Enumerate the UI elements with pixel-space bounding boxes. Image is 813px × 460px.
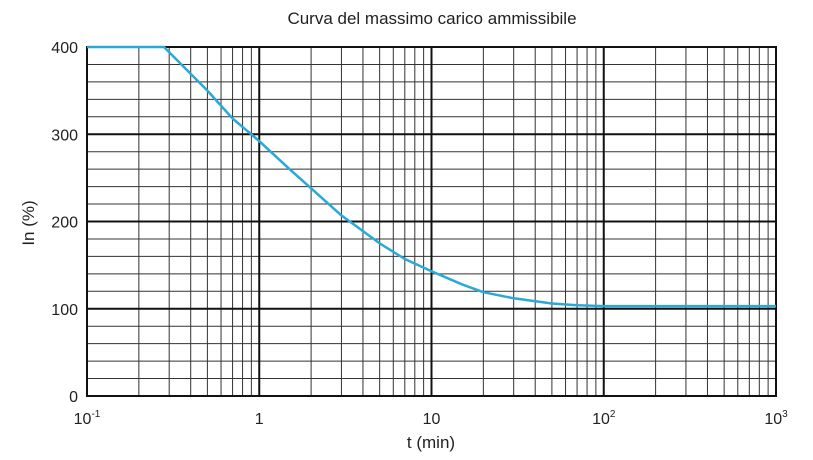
y-tick-label: 100: [51, 302, 78, 319]
plot-frame: [86, 46, 777, 397]
x-tick-label: 1: [255, 411, 264, 428]
y-tick-label: 200: [51, 215, 78, 232]
x-tick-labels: 10-1 1 10 102 103: [74, 409, 788, 428]
x-tick-label: 10: [423, 411, 441, 428]
chart-title: Curva del massimo carico ammissibile: [287, 9, 576, 28]
x-tick-label: 103: [764, 409, 788, 428]
y-tick-label: 0: [69, 389, 78, 406]
x-axis-label: t (min): [407, 433, 455, 452]
y-tick-label: 400: [51, 40, 78, 57]
y-tick-labels: 0 100 200 300 400: [51, 40, 78, 406]
x-tick-label: 10-1: [74, 409, 101, 428]
series-layer: [87, 45, 776, 308]
series-line: [87, 45, 776, 308]
y-axis-label: In (%): [19, 200, 38, 245]
y-tick-label: 300: [51, 127, 78, 144]
x-tick-label: 102: [592, 409, 616, 428]
